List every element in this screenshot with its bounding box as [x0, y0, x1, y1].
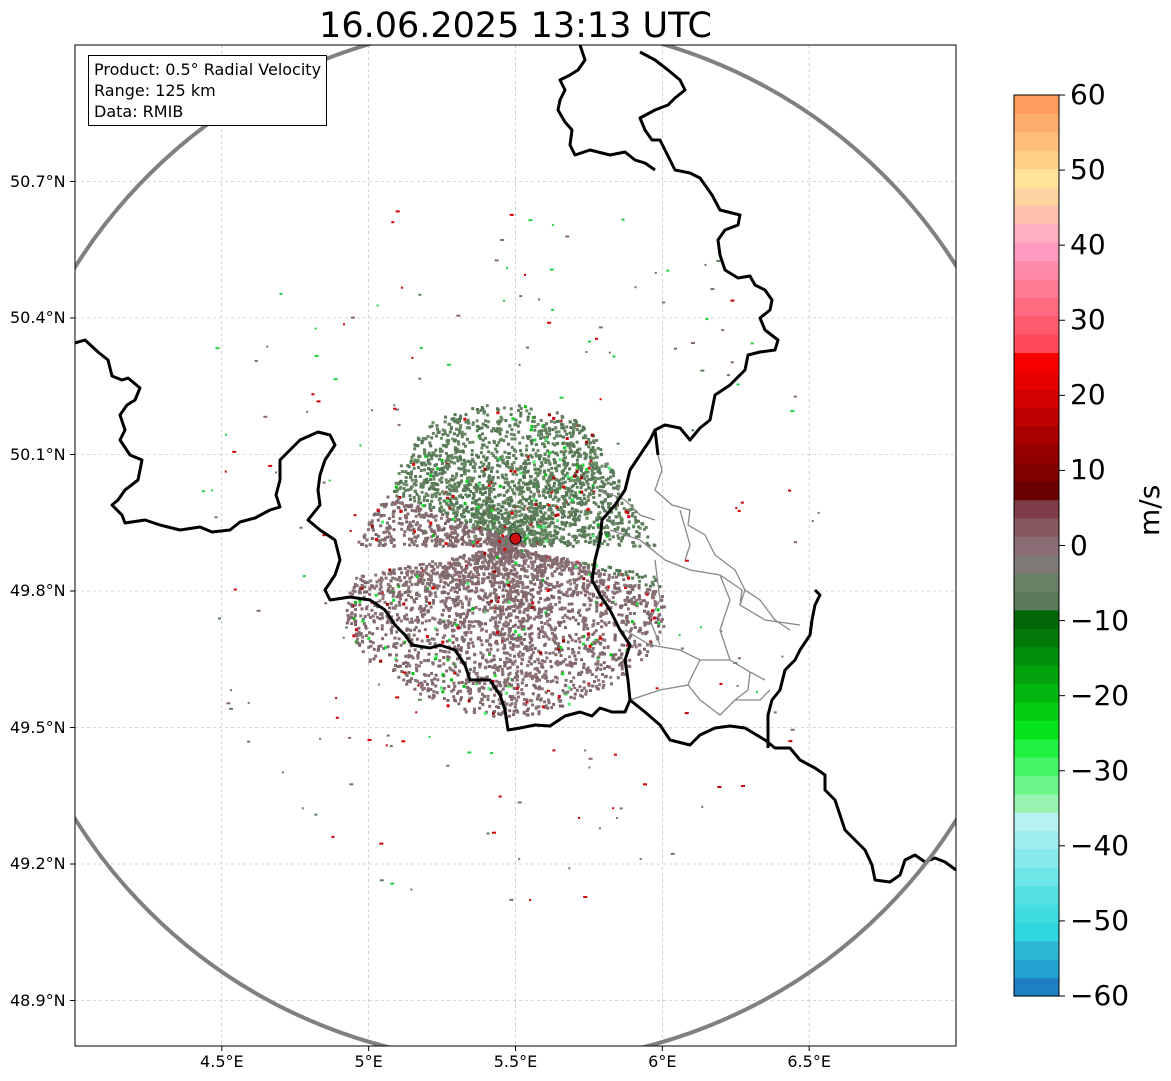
colorbar-segment — [1014, 830, 1059, 850]
colorbar-tick-label: 0 — [1070, 528, 1088, 562]
lat-tick-label: 50.7°N — [10, 171, 66, 191]
colorbar-segment — [1014, 609, 1059, 629]
colorbar-tick-label: 60 — [1070, 78, 1106, 111]
lon-tick-label: 5.5°E — [493, 1052, 538, 1071]
lon-tick-label: 6°E — [648, 1052, 677, 1071]
velocity-echoes — [201, 210, 820, 901]
colorbar-segment — [1014, 113, 1059, 133]
colorbar-segment — [1014, 665, 1059, 685]
colorbar-tick-label: 20 — [1070, 378, 1106, 412]
colorbar-segment — [1014, 756, 1059, 776]
colorbar-segment — [1014, 517, 1059, 537]
radar-site-marker — [509, 532, 522, 545]
colorbar-segment — [1014, 352, 1059, 372]
colorbar-segment — [1014, 186, 1059, 206]
colorbar-segment — [1014, 959, 1059, 979]
colorbar-segment — [1014, 444, 1059, 464]
colorbar-tick-label: −50 — [1070, 903, 1130, 937]
axis-tick-marks — [70, 181, 810, 1051]
lat-tick-label: 48.9°N — [10, 990, 66, 1010]
colorbar-segment — [1014, 334, 1059, 354]
colorbar-segment — [1014, 131, 1059, 151]
colorbar-segments — [1014, 95, 1059, 997]
colorbar-segment — [1014, 95, 1059, 114]
info-product: Product: 0.5° Radial Velocity — [94, 60, 322, 79]
colorbar-tick-label: −10 — [1070, 603, 1130, 637]
colorbar-segment — [1014, 481, 1059, 501]
info-range: Range: 125 km — [94, 81, 216, 100]
colorbar-segment — [1014, 297, 1059, 317]
colorbar-segment — [1014, 462, 1059, 482]
lat-tick-label: 49.2°N — [10, 854, 66, 873]
colorbar-segment — [1014, 738, 1059, 758]
colorbar-segment — [1014, 848, 1059, 868]
colorbar-tick-label: 50 — [1070, 153, 1106, 187]
colorbar-segment — [1014, 628, 1059, 648]
colorbar-tick-label: −20 — [1070, 678, 1130, 712]
colorbar-segment — [1014, 904, 1059, 924]
colorbar-segment — [1014, 701, 1059, 721]
colorbar-segment — [1014, 977, 1059, 997]
lat-tick-label: 49.8°N — [10, 581, 66, 600]
lat-tick-label: 50.1°N — [10, 444, 66, 464]
colorbar-segment — [1014, 389, 1059, 409]
colorbar-segment — [1014, 536, 1059, 556]
colorbar-segment — [1014, 168, 1059, 188]
colorbar-segment — [1014, 812, 1059, 832]
colorbar-segment — [1014, 591, 1059, 611]
colorbar-segment — [1014, 573, 1059, 593]
colorbar-tick-label: −40 — [1070, 828, 1130, 862]
lat-tick-label: 50.4°N — [10, 308, 66, 327]
colorbar-segment — [1014, 407, 1059, 427]
colorbar-segment — [1014, 370, 1059, 390]
colorbar-tick-marks — [1059, 94, 1065, 997]
colorbar-segment — [1014, 315, 1059, 335]
colorbar-segment — [1014, 922, 1059, 942]
colorbar-segment — [1014, 885, 1059, 905]
lat-tick-label: 49.5°N — [10, 717, 66, 737]
lon-tick-label: 5°E — [354, 1052, 383, 1071]
lon-tick-label: 4.5°E — [200, 1052, 244, 1071]
colorbar-segment — [1014, 205, 1059, 225]
colorbar-label: m/s — [1133, 484, 1166, 536]
admin-borders — [599, 454, 801, 716]
info-data-source: Data: RMIB — [94, 102, 184, 121]
colorbar-segment — [1014, 499, 1059, 519]
colorbar-tick-label: 30 — [1070, 303, 1106, 337]
colorbar-segment — [1014, 793, 1059, 813]
colorbar-segment — [1014, 683, 1059, 703]
colorbar-segment — [1014, 554, 1059, 574]
colorbar-tick-label: 10 — [1070, 453, 1106, 487]
colorbar-segment — [1014, 867, 1059, 887]
country-borders — [75, 45, 956, 884]
colorbar-tick-label: −60 — [1070, 979, 1130, 1012]
colorbar-segment — [1014, 775, 1059, 795]
colorbar-segment — [1014, 150, 1059, 170]
colorbar-tick-label: 40 — [1070, 228, 1106, 262]
lon-tick-label: 6.5°E — [787, 1052, 831, 1071]
colorbar-segment — [1014, 425, 1059, 445]
product-info-box: Product: 0.5° Radial Velocity Range: 125… — [88, 55, 328, 126]
colorbar-segment — [1014, 646, 1059, 666]
colorbar-segment — [1014, 223, 1059, 243]
colorbar-segment — [1014, 242, 1059, 262]
colorbar-tick-label: −30 — [1070, 753, 1130, 787]
map-title: 16.06.2025 13:13 UTC — [319, 6, 712, 46]
colorbar-segment — [1014, 260, 1059, 280]
colorbar-segment — [1014, 278, 1059, 298]
colorbar-segment — [1014, 720, 1059, 740]
colorbar-segment — [1014, 940, 1059, 960]
gridlines — [75, 45, 956, 1046]
